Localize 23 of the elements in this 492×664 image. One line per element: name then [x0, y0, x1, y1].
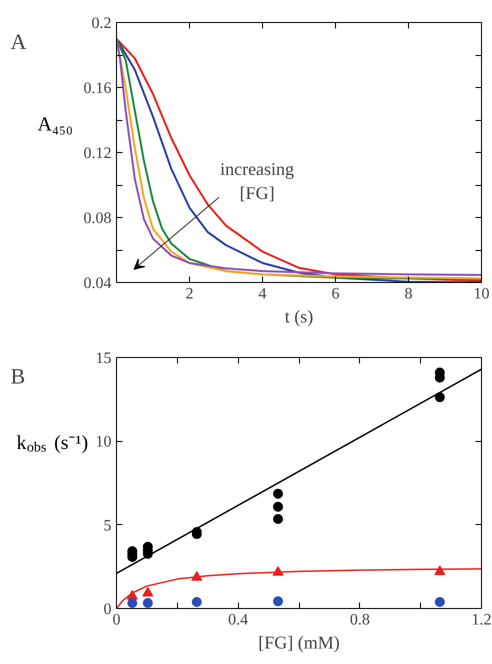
chart-title: A	[10, 28, 26, 54]
y-tick-label: 0.04	[84, 275, 112, 292]
x-tick-label: 0.8	[350, 612, 370, 628]
x-tick-label: 1.2	[472, 612, 492, 628]
x-tick-label: 0.4	[228, 612, 248, 628]
y-tick-label: 0	[104, 601, 112, 618]
x-tick-label: 10	[474, 286, 490, 302]
x-tick-label: 2	[186, 286, 194, 302]
y-tick-label: 0.08	[84, 210, 112, 227]
x-tick-label: 6	[332, 286, 340, 302]
y-tick-label: 0.12	[84, 145, 112, 162]
y-tick-label: 0.16	[84, 80, 112, 97]
y-tick-label: 15	[96, 350, 112, 367]
x-axis-title: [FG] (mM)	[258, 632, 340, 652]
chart-title: B	[10, 364, 26, 389]
y-tick-label: 10	[96, 434, 112, 451]
x-tick-label: 8	[404, 286, 412, 302]
x-tick-label: 4	[258, 286, 266, 302]
annotation: increasing [FG]	[220, 159, 294, 204]
x-axis-title: t (s)	[284, 306, 314, 326]
y-axis-title: A₄₅₀	[38, 113, 73, 136]
y-tick-label: 0.2	[92, 15, 112, 32]
y-tick-label: 5	[104, 517, 112, 534]
